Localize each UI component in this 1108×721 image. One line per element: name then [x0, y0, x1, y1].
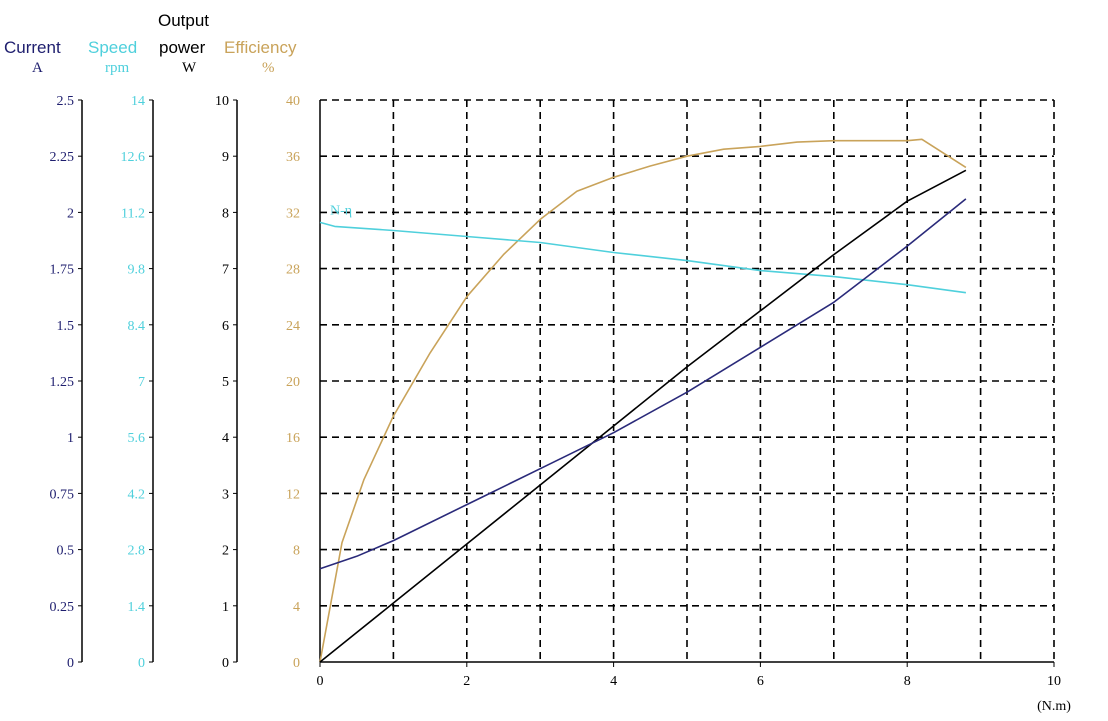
current-tick-label: 1 — [67, 431, 74, 446]
current-series-line — [319, 198, 967, 570]
speed-tick-label: 8.4 — [128, 319, 146, 334]
speed-tick-label: 14 — [131, 94, 145, 109]
power-axis-title-line2: power — [159, 38, 206, 57]
current-tick-label: 0 — [67, 656, 74, 671]
current-tick-label: 2.5 — [57, 94, 75, 109]
labels-layer: 00.250.50.7511.251.51.7522.252.501.42.84… — [50, 94, 1062, 689]
speed-tick-label: 2.8 — [128, 544, 146, 559]
speed-axis-title: Speed — [88, 38, 137, 57]
speed-tick-label: 5.6 — [128, 431, 146, 446]
power-tick-label: 8 — [222, 206, 229, 221]
power-series-line — [319, 169, 967, 663]
series-layer — [319, 138, 967, 663]
power-tick-label: 3 — [222, 487, 229, 502]
efficiency-tick-label: 12 — [286, 487, 300, 502]
current-axis-title: Current — [4, 38, 61, 57]
speed-tick-label: 12.6 — [121, 150, 146, 165]
power-tick-label: 2 — [222, 544, 229, 559]
speed-series-label: N-η — [330, 203, 352, 218]
efficiency-tick-label: 20 — [286, 375, 300, 390]
speed-tick-label: 9.8 — [128, 263, 146, 278]
efficiency-tick-label: 16 — [286, 431, 300, 446]
power-tick-label: 5 — [222, 375, 229, 390]
efficiency-tick-label: 4 — [293, 600, 300, 615]
speed-tick-label: 11.2 — [121, 206, 145, 221]
current-axis-unit: A — [32, 60, 43, 76]
speed-series-line — [319, 221, 967, 294]
efficiency-tick-label: 0 — [293, 656, 300, 671]
efficiency-series-line — [319, 138, 967, 663]
current-tick-label: 0.5 — [57, 544, 75, 559]
current-tick-label: 2.25 — [50, 150, 75, 165]
current-tick-label: 1.75 — [50, 263, 75, 278]
efficiency-tick-label: 32 — [286, 206, 300, 221]
power-tick-label: 10 — [215, 94, 229, 109]
speed-tick-label: 0 — [138, 656, 145, 671]
efficiency-axis-unit: % — [262, 60, 275, 76]
x-tick-label: 4 — [610, 674, 617, 689]
x-tick-label: 6 — [757, 674, 764, 689]
current-tick-label: 1.25 — [50, 375, 75, 390]
efficiency-tick-label: 28 — [286, 263, 300, 278]
speed-axis-unit: rpm — [105, 60, 129, 76]
power-tick-label: 6 — [222, 319, 229, 334]
efficiency-tick-label: 36 — [286, 150, 300, 165]
speed-tick-label: 1.4 — [128, 600, 146, 615]
current-tick-label: 1.5 — [57, 319, 75, 334]
x-tick-label: 8 — [904, 674, 911, 689]
x-tick-label: 10 — [1047, 674, 1061, 689]
current-tick-label: 2 — [67, 206, 74, 221]
power-axis-title-line1: Output — [158, 11, 209, 30]
power-tick-label: 1 — [222, 600, 229, 615]
power-tick-label: 4 — [222, 431, 229, 446]
x-axis-unit-label: (N.m) — [1037, 699, 1071, 714]
speed-tick-label: 7 — [138, 375, 145, 390]
current-tick-label: 0.25 — [50, 600, 75, 615]
x-tick-label: 2 — [463, 674, 470, 689]
power-tick-label: 9 — [222, 150, 229, 165]
power-axis-unit: W — [182, 60, 197, 76]
x-tick-label: 0 — [317, 674, 324, 689]
power-tick-label: 7 — [222, 263, 229, 278]
efficiency-tick-label: 8 — [293, 544, 300, 559]
efficiency-axis-title: Efficiency — [224, 38, 297, 57]
efficiency-tick-label: 40 — [286, 94, 300, 109]
efficiency-tick-label: 24 — [286, 319, 300, 334]
speed-tick-label: 4.2 — [128, 487, 146, 502]
power-tick-label: 0 — [222, 656, 229, 671]
current-tick-label: 0.75 — [50, 487, 75, 502]
grid-layer — [320, 99, 1055, 662]
